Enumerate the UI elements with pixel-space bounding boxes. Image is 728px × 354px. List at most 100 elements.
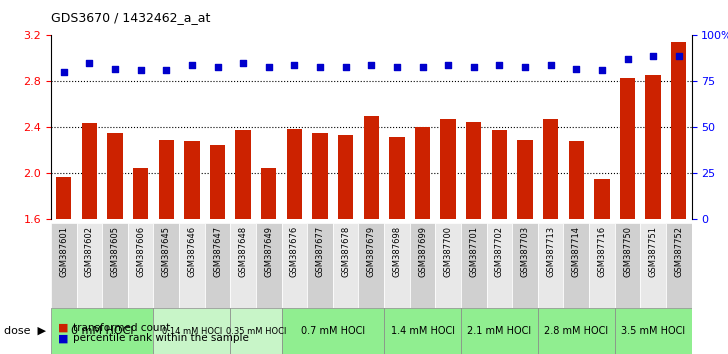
- FancyBboxPatch shape: [154, 308, 230, 354]
- Bar: [56, 177, 71, 354]
- Bar: [287, 129, 302, 354]
- Point: [468, 64, 480, 69]
- Point: [237, 60, 249, 66]
- FancyBboxPatch shape: [230, 223, 256, 308]
- FancyBboxPatch shape: [51, 223, 76, 308]
- Point: [647, 53, 659, 58]
- Text: GSM387647: GSM387647: [213, 225, 222, 277]
- Text: GSM387702: GSM387702: [495, 225, 504, 276]
- Bar: [312, 133, 328, 354]
- Text: GSM387676: GSM387676: [290, 225, 299, 277]
- Bar: [466, 122, 481, 354]
- Text: GSM387716: GSM387716: [598, 225, 606, 277]
- Text: 0.7 mM HOCl: 0.7 mM HOCl: [301, 326, 365, 336]
- Point: [135, 68, 146, 73]
- Bar: [440, 119, 456, 354]
- Text: 0.14 mM HOCl: 0.14 mM HOCl: [162, 327, 222, 336]
- Point: [673, 53, 684, 58]
- Text: GSM387751: GSM387751: [649, 225, 657, 276]
- Point: [314, 64, 326, 69]
- FancyBboxPatch shape: [486, 223, 513, 308]
- FancyBboxPatch shape: [358, 223, 384, 308]
- Text: GSM387648: GSM387648: [239, 225, 248, 277]
- FancyBboxPatch shape: [641, 223, 666, 308]
- Point: [494, 62, 505, 68]
- Text: 0 mM HOCl: 0 mM HOCl: [71, 326, 133, 336]
- Bar: [133, 168, 149, 354]
- Text: GSM387699: GSM387699: [418, 225, 427, 276]
- Text: GSM387645: GSM387645: [162, 225, 171, 276]
- Text: GSM387649: GSM387649: [264, 225, 273, 276]
- Text: GSM387700: GSM387700: [443, 225, 453, 276]
- Point: [160, 68, 172, 73]
- Bar: [261, 168, 277, 354]
- FancyBboxPatch shape: [76, 223, 102, 308]
- Bar: [620, 78, 636, 354]
- Text: dose  ▶: dose ▶: [4, 326, 46, 336]
- Text: GSM387678: GSM387678: [341, 225, 350, 277]
- FancyBboxPatch shape: [102, 223, 128, 308]
- FancyBboxPatch shape: [333, 223, 358, 308]
- FancyBboxPatch shape: [513, 223, 538, 308]
- Text: GSM387605: GSM387605: [111, 225, 119, 276]
- Bar: [389, 137, 405, 354]
- FancyBboxPatch shape: [461, 223, 486, 308]
- Point: [109, 66, 121, 72]
- Point: [391, 64, 403, 69]
- FancyBboxPatch shape: [384, 223, 410, 308]
- FancyBboxPatch shape: [205, 223, 230, 308]
- FancyBboxPatch shape: [51, 308, 154, 354]
- Text: GSM387698: GSM387698: [392, 225, 401, 277]
- Point: [416, 64, 428, 69]
- Point: [340, 64, 352, 69]
- FancyBboxPatch shape: [384, 308, 461, 354]
- Text: ■: ■: [58, 333, 68, 343]
- Text: GSM387701: GSM387701: [470, 225, 478, 276]
- Point: [84, 60, 95, 66]
- Point: [186, 62, 198, 68]
- Text: 1.4 mM HOCl: 1.4 mM HOCl: [390, 326, 454, 336]
- Text: 2.8 mM HOCl: 2.8 mM HOCl: [545, 326, 609, 336]
- Text: 2.1 mM HOCl: 2.1 mM HOCl: [467, 326, 531, 336]
- Point: [288, 62, 300, 68]
- Point: [519, 64, 531, 69]
- FancyBboxPatch shape: [538, 308, 614, 354]
- Text: transformed count: transformed count: [73, 323, 170, 333]
- FancyBboxPatch shape: [256, 223, 282, 308]
- Bar: [518, 140, 533, 354]
- Bar: [491, 130, 507, 354]
- Point: [212, 64, 223, 69]
- Text: GDS3670 / 1432462_a_at: GDS3670 / 1432462_a_at: [51, 11, 210, 24]
- Bar: [235, 130, 251, 354]
- Point: [365, 62, 377, 68]
- FancyBboxPatch shape: [589, 223, 614, 308]
- Bar: [594, 179, 609, 354]
- FancyBboxPatch shape: [307, 223, 333, 308]
- Text: 0.35 mM HOCl: 0.35 mM HOCl: [226, 327, 286, 336]
- Bar: [210, 145, 225, 354]
- FancyBboxPatch shape: [282, 308, 384, 354]
- Bar: [184, 141, 199, 354]
- FancyBboxPatch shape: [614, 308, 692, 354]
- Bar: [671, 42, 687, 354]
- FancyBboxPatch shape: [179, 223, 205, 308]
- Bar: [415, 127, 430, 354]
- Text: GSM387602: GSM387602: [85, 225, 94, 276]
- Text: GSM387646: GSM387646: [187, 225, 197, 277]
- Bar: [543, 119, 558, 354]
- Text: GSM387714: GSM387714: [571, 225, 581, 276]
- Bar: [338, 136, 353, 354]
- Text: percentile rank within the sample: percentile rank within the sample: [73, 333, 249, 343]
- FancyBboxPatch shape: [230, 308, 282, 354]
- Text: 3.5 mM HOCl: 3.5 mM HOCl: [621, 326, 685, 336]
- Bar: [82, 123, 97, 354]
- FancyBboxPatch shape: [282, 223, 307, 308]
- FancyBboxPatch shape: [128, 223, 154, 308]
- Point: [596, 68, 608, 73]
- FancyBboxPatch shape: [154, 223, 179, 308]
- FancyBboxPatch shape: [666, 223, 692, 308]
- FancyBboxPatch shape: [461, 308, 538, 354]
- Text: ■: ■: [58, 323, 68, 333]
- Bar: [363, 116, 379, 354]
- FancyBboxPatch shape: [614, 223, 641, 308]
